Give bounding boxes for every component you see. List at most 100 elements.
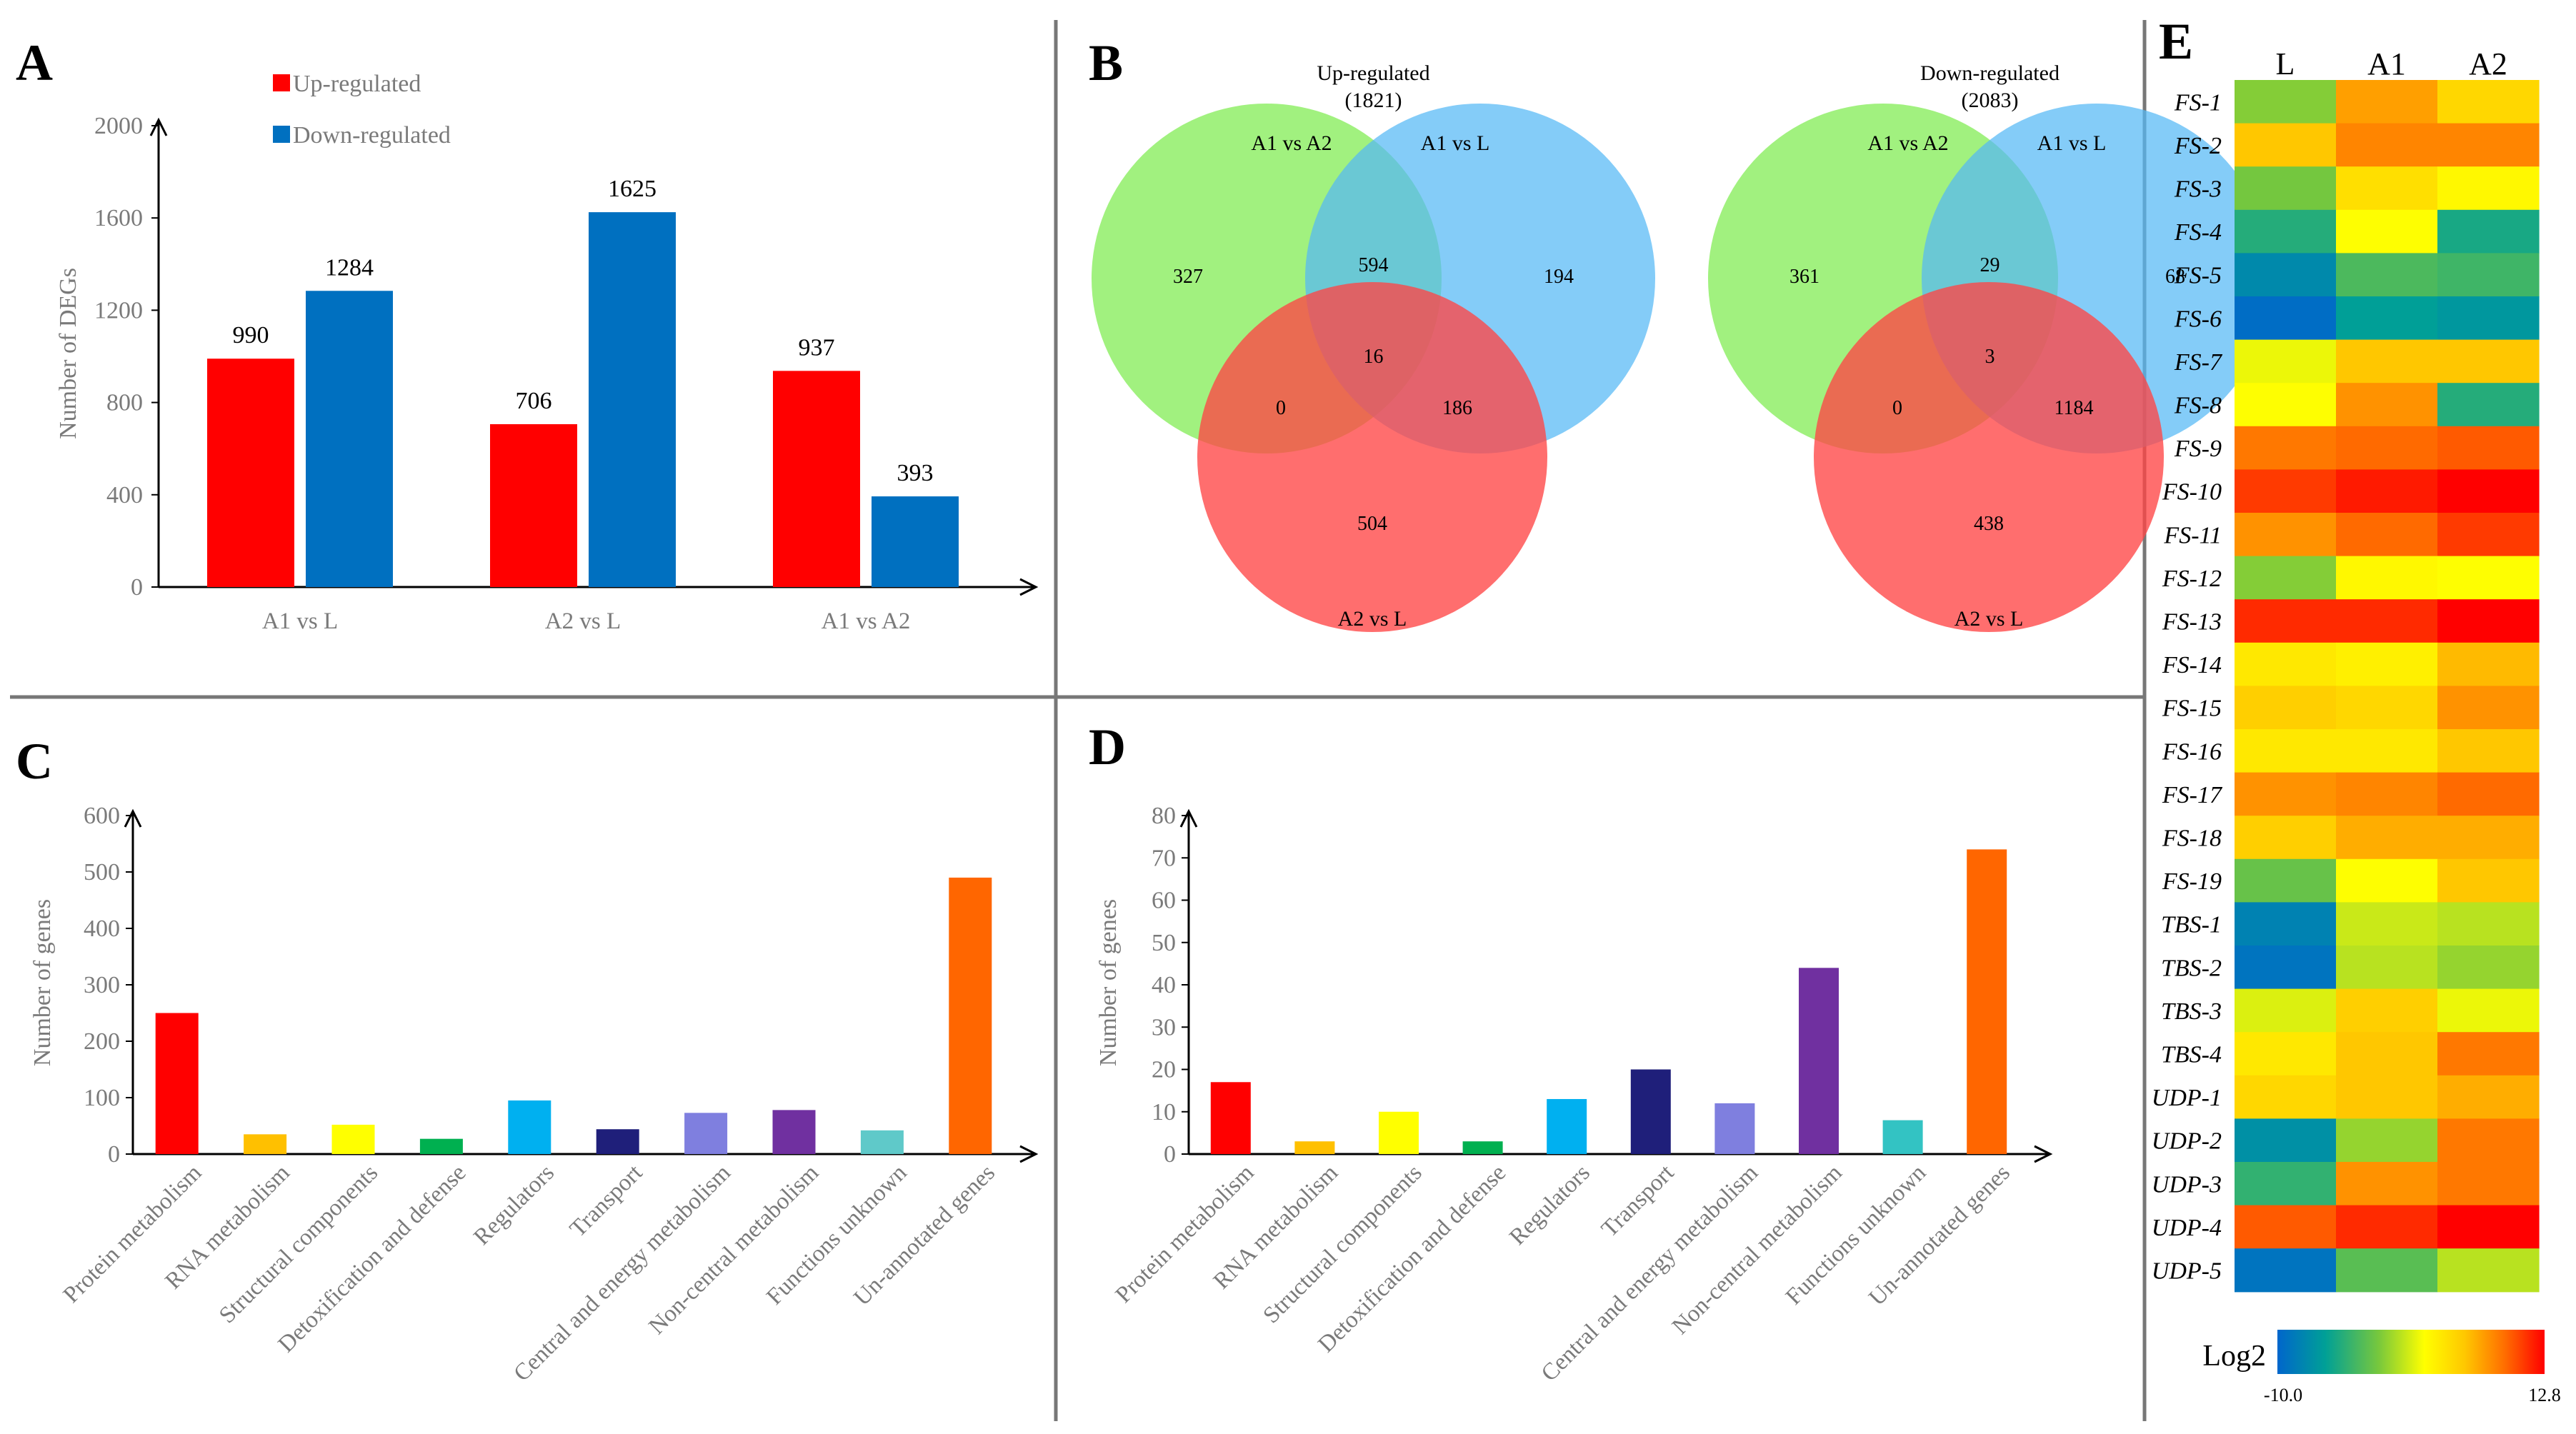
heatmap-row-label: FS-14 — [2162, 652, 2222, 678]
heatmap-column-label: L — [2276, 46, 2295, 81]
heatmap-cell — [2235, 1075, 2337, 1119]
y-tick-label: 0 — [131, 574, 143, 601]
heatmap-cell — [2336, 816, 2438, 860]
heatmap-cell — [2235, 253, 2337, 297]
panel-letter-c: C — [16, 733, 53, 790]
y-tick-label: 80 — [1152, 803, 1176, 829]
category-bar — [596, 1129, 639, 1154]
panel-d-bar-chart: 0 10 20 30 40 50 60 70 80 Number of genes Protein … — [1095, 803, 2053, 1386]
heatmap-cell — [2437, 209, 2540, 254]
heatmap-cell — [2437, 599, 2540, 643]
x-axis-arrow — [1019, 1145, 1039, 1163]
category-bar — [772, 1110, 816, 1154]
heatmap-cell — [2235, 599, 2337, 643]
heatmap-cell — [2336, 902, 2438, 946]
legend-swatch — [273, 126, 290, 143]
heatmap-row-label: TBS-1 — [2161, 912, 2222, 938]
heatmap-cell — [2336, 988, 2438, 1033]
y-tick-label: 2000 — [94, 113, 143, 139]
heatmap-cell — [2336, 946, 2438, 990]
legend-label: Up-regulated — [293, 71, 421, 97]
heatmap-cell — [2437, 80, 2540, 124]
colorbar-label: Log2 — [2202, 1340, 2266, 1373]
heatmap-cell — [2235, 209, 2337, 254]
x-tick-label: Non-central metabolism — [1667, 1160, 1847, 1340]
y-tick-label: 50 — [1152, 930, 1176, 956]
venn-set-label-a: A1 vs A2 — [1867, 131, 1948, 155]
venn-region-count: 361 — [1789, 266, 1819, 288]
category-bar — [684, 1113, 728, 1154]
y-axis-title: Number of DEGs — [55, 268, 81, 439]
y-tick-label: 0 — [108, 1141, 120, 1168]
heatmap-cell — [2235, 1118, 2337, 1163]
venn-set-label-c: A2 vs L — [1955, 607, 2024, 631]
heatmap-cell — [2336, 1032, 2438, 1076]
legend-label: Down-regulated — [293, 122, 451, 149]
heatmap-cell — [2235, 816, 2337, 860]
heatmap-cell — [2437, 816, 2540, 860]
data-label: 393 — [897, 460, 934, 486]
heatmap-cell — [2235, 772, 2337, 816]
y-tick-label: 20 — [1152, 1057, 1176, 1083]
heatmap-cell — [2437, 1162, 2540, 1206]
heatmap-cell — [2336, 166, 2438, 211]
category-bar — [1210, 1082, 1251, 1154]
heatmap-row-label: FS-11 — [2163, 522, 2222, 548]
venn-region-count: 0 — [1276, 397, 1286, 419]
category-bar — [1294, 1141, 1335, 1154]
heatmap-row-label: FS-18 — [2162, 826, 2222, 852]
colorbar-min-label: -10.0 — [2264, 1385, 2302, 1405]
heatmap-row-label: UDP-2 — [2152, 1128, 2222, 1155]
venn-region-count: 29 — [1980, 254, 2000, 276]
venn-total: (2083) — [1962, 89, 2019, 112]
heatmap-row-label: UDP-1 — [2152, 1085, 2222, 1111]
heatmap-row-label: FS-7 — [2174, 349, 2223, 376]
heatmap-cell — [2235, 1248, 2337, 1293]
heatmap-row-label: FS-15 — [2162, 696, 2222, 722]
heatmap-cell — [2437, 253, 2540, 297]
panel-letter-e: E — [2159, 13, 2193, 70]
heatmap-row-label: FS-19 — [2162, 868, 2222, 895]
bar-up — [490, 423, 577, 587]
heatmap-cell — [2336, 1075, 2438, 1119]
legend-swatch — [273, 74, 290, 91]
y-tick-label: 100 — [84, 1085, 120, 1111]
heatmap-cell — [2437, 1118, 2540, 1163]
y-axis-title: Number of genes — [29, 899, 56, 1066]
category-bar — [1547, 1098, 1587, 1154]
venn-set-label-b: A1 vs L — [2037, 131, 2107, 155]
heatmap-cell — [2235, 513, 2337, 557]
heatmap-row-label: UDP-5 — [2152, 1258, 2222, 1285]
heatmap-cell — [2336, 686, 2438, 730]
venn-total: (1821) — [1345, 89, 1402, 112]
heatmap-cell — [2235, 556, 2337, 600]
heatmap-cell — [2336, 1118, 2438, 1163]
panel-b-venn-diagrams: Up-regulated (1821) A1 vs A2 A1 vs L A2 vs L… — [1092, 61, 2272, 632]
heatmap-row-label: FS-4 — [2174, 219, 2222, 246]
category-bar — [860, 1130, 904, 1154]
heatmap-cell — [2336, 209, 2438, 254]
panel-a-bar-chart: 0 400 800 1200 1600 2000 Number of DEGs 990 1284… — [55, 71, 1039, 634]
heatmap-cell — [2336, 426, 2438, 470]
x-tick-label: A1 vs A2 — [822, 608, 911, 634]
heatmap-cell — [2336, 1205, 2438, 1249]
heatmap-cell — [2336, 383, 2438, 427]
venn-region-count: 0 — [1892, 397, 1902, 419]
heatmap-row-label: TBS-4 — [2161, 1042, 2222, 1068]
venn-title: Down-regulated — [1920, 61, 2060, 85]
heatmap-cell — [2437, 339, 2540, 383]
x-tick-label: Regulators — [1504, 1160, 1595, 1250]
y-tick-label: 1600 — [94, 205, 143, 231]
category-bar — [1379, 1111, 1419, 1154]
data-label: 990 — [233, 322, 269, 349]
bar-down — [872, 496, 959, 587]
heatmap-cell — [2235, 123, 2337, 167]
venn-region-count: 3 — [1985, 346, 1995, 368]
heatmap-cell — [2437, 123, 2540, 167]
venn-region-count: 68 — [2165, 266, 2185, 288]
y-tick-label: 400 — [106, 482, 143, 508]
heatmap-cell — [2235, 469, 2337, 513]
heatmap-cell — [2437, 426, 2540, 470]
heatmap-cell — [2235, 166, 2337, 211]
